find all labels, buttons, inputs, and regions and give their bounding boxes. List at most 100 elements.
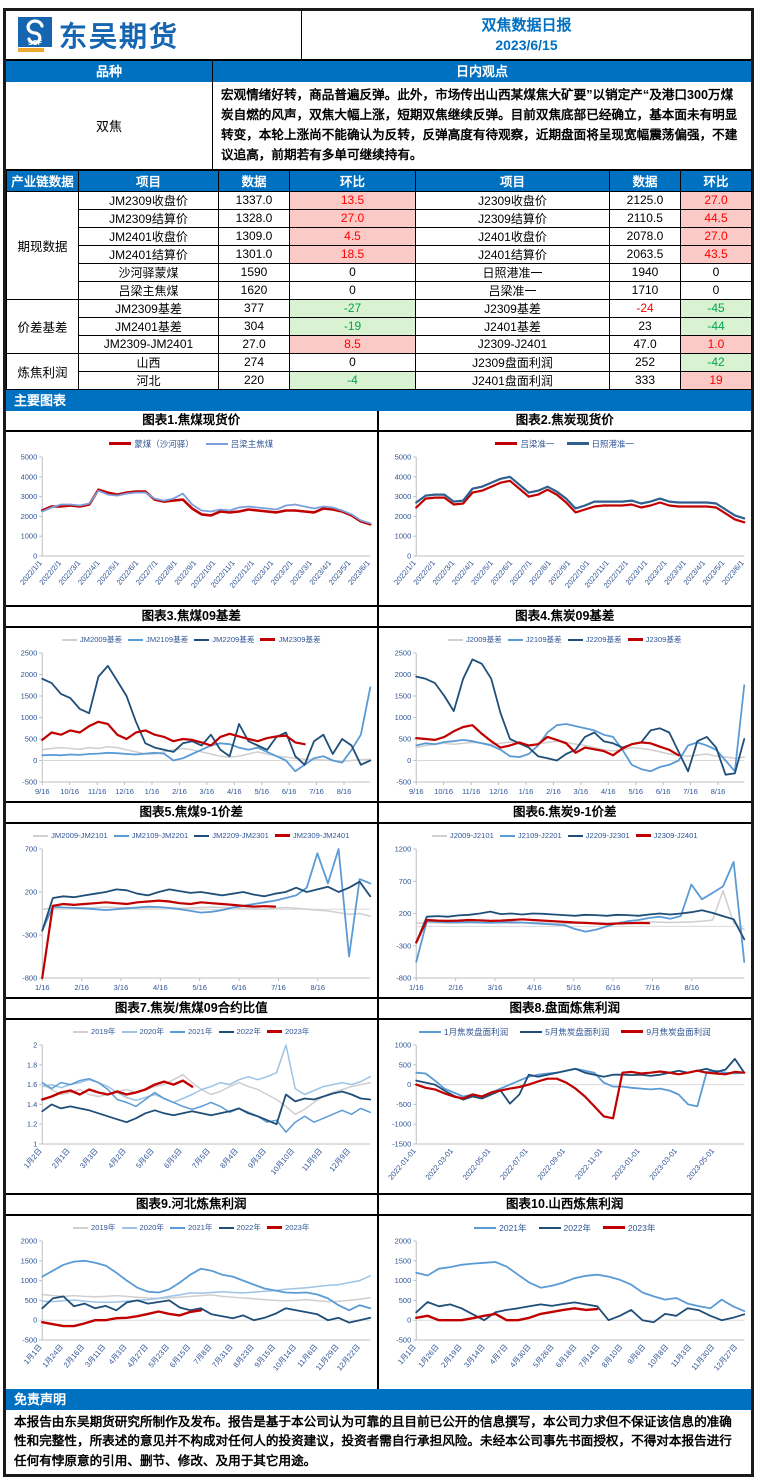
table-cell: 2063.5 <box>609 244 681 264</box>
svg-text:1月2日: 1月2日 <box>22 1146 44 1170</box>
table-cell: JM2309-JM2401 <box>78 334 219 354</box>
chart-body: 蒙煤（沙河驿） 吕梁主焦煤 0 1000 2000 3000 4000 5000 2022/1/… <box>6 432 377 605</box>
svg-text:1000: 1000 <box>394 1042 411 1050</box>
legend-item: J2309-J2401 <box>635 831 698 840</box>
charts-section-banner: 主要图表 <box>6 389 751 411</box>
legend-item: JM2209-JM2301 <box>194 831 269 840</box>
svg-text:5/16: 5/16 <box>566 983 581 992</box>
legend-swatch <box>61 638 77 641</box>
table-cell: 山西 <box>78 352 219 372</box>
chart-svg-wrap: -1500 -1000 -500 0 500 1000 2022-01-01 2022-03-… <box>379 1040 752 1193</box>
svg-text:500: 500 <box>25 734 38 743</box>
svg-text:12/16: 12/16 <box>489 787 508 796</box>
svg-text:1500: 1500 <box>21 1256 38 1265</box>
chart-svg-wrap: 1 1.2 1.4 1.6 1.8 2 1月2日 2月1日 3月3日 4月2日 5月6日 6月5日 7月… <box>6 1040 377 1193</box>
svg-text:11/16: 11/16 <box>462 787 480 796</box>
legend-label: 1月焦炭盘面利润 <box>443 1026 509 1037</box>
variety-column-header: 品种 <box>6 61 213 82</box>
legend-swatch <box>205 442 228 445</box>
svg-text:-1500: -1500 <box>392 1139 411 1148</box>
legend-item: 2023年 <box>267 1222 310 1233</box>
legend-swatch <box>218 1226 234 1229</box>
legend-label: 2020年 <box>139 1223 165 1233</box>
table-cell: 43.5 <box>680 244 752 264</box>
col-header-change-2: 环比 <box>680 169 752 192</box>
svg-text:6/16: 6/16 <box>282 787 297 796</box>
svg-text:4000: 4000 <box>21 472 38 481</box>
svg-text:8月23日: 8月23日 <box>231 1342 256 1369</box>
chart-legend: 蒙煤（沙河驿） 吕梁主焦煤 <box>6 434 377 454</box>
svg-text:11/16: 11/16 <box>88 787 106 796</box>
table-cell: 274 <box>218 352 290 372</box>
chart-title: 图表9.河北炼焦利润 <box>6 1195 377 1216</box>
svg-text:1000: 1000 <box>21 531 38 540</box>
legend-item: JM2309-JM2401 <box>274 831 349 840</box>
legend-label: 5月焦炭盘面利润 <box>545 1026 610 1037</box>
svg-text:4月27日: 4月27日 <box>125 1342 150 1369</box>
legend-swatch <box>627 638 643 642</box>
table-row: JM2401结算价 1301.0 18.5 J2401结算价 2063.5 43.5 <box>7 244 752 264</box>
chart-cell: 图表10.山西炼焦利润 2021年 2022年 2023年 -500 0 500 1000 15… <box>378 1195 752 1389</box>
svg-text:4/16: 4/16 <box>527 983 542 992</box>
table-cell: 1590 <box>218 262 290 282</box>
svg-text:0: 0 <box>407 756 411 765</box>
legend-item: 2022年 <box>538 1222 591 1234</box>
legend-label: J2209-J2301 <box>585 831 630 841</box>
legend-swatch <box>73 1226 88 1229</box>
table-cell: JM2309收盘价 <box>78 190 219 210</box>
svg-text:5/16: 5/16 <box>192 983 207 992</box>
legend-swatch <box>274 834 290 838</box>
report-sheet: SCF 东吴期货 双焦数据日报 2023/6/15 品种 日内观点 双焦 宏观情… <box>3 8 754 1477</box>
svg-text:2: 2 <box>33 1042 37 1050</box>
table-cell: 1309.0 <box>218 226 290 246</box>
table-cell: 1620 <box>218 280 290 300</box>
table-cell: 0 <box>289 262 416 282</box>
table-cell: -19 <box>289 316 416 336</box>
svg-text:2023-05-01: 2023-05-01 <box>684 1146 716 1181</box>
legend-item: 2019年 <box>73 1026 116 1037</box>
svg-text:3000: 3000 <box>21 492 38 501</box>
brand-name: 东吴期货 <box>59 21 180 52</box>
table-cell: J2309基差 <box>415 298 610 318</box>
svg-text:1000: 1000 <box>394 531 411 540</box>
svg-text:1500: 1500 <box>21 691 38 700</box>
section-label: 产业链数据 <box>6 169 79 192</box>
chart-svg-wrap: -500 0 500 1000 1500 2000 1月1日 1月26日 2月19日 3月14日 4… <box>379 1236 752 1389</box>
svg-text:4月2日: 4月2日 <box>106 1146 128 1170</box>
chart-legend: 2021年 2022年 2023年 <box>379 1218 752 1238</box>
svg-text:2022-11-01: 2022-11-01 <box>573 1146 604 1181</box>
legend-label: 2022年 <box>236 1027 262 1037</box>
legend-label: 日照港准一 <box>591 438 635 449</box>
table-cell: JM2309基差 <box>78 298 219 318</box>
chart-body: 2021年 2022年 2023年 -500 0 500 1000 1500 2000 1月1日 1… <box>379 1216 752 1389</box>
chart-svg-wrap: -800 -300 200 700 1200 1/16 2/16 3/16 4/16 5/16 6/… <box>379 844 752 997</box>
svg-text:2022-05-01: 2022-05-01 <box>460 1146 492 1181</box>
chart-plot: -500 0 500 1000 1500 2000 2500 9/16 10/16 11/16 12… <box>394 648 745 796</box>
svg-text:4000: 4000 <box>394 472 411 481</box>
legend-item: 2020年 <box>121 1026 164 1037</box>
svg-text:7月5日: 7月5日 <box>190 1146 212 1170</box>
legend-label: 2022年 <box>563 1222 591 1233</box>
chart-title: 图表4.焦炭09基差 <box>378 607 751 628</box>
svg-text:8月4日: 8月4日 <box>218 1146 240 1170</box>
chart-body: 吕梁准一 日照港准一 0 1000 2000 3000 4000 5000 2022/1/1 20… <box>379 432 752 605</box>
table-cell: 吕梁主焦煤 <box>78 280 219 300</box>
legend-item: 1月焦炭盘面利润 <box>418 1026 509 1038</box>
legend-label: 2019年 <box>91 1223 116 1233</box>
chart-plot: 0100020003000400050002022/1/12022/2/1202… <box>392 452 746 589</box>
chart-title: 图表8.盘面炼焦利润 <box>378 999 751 1020</box>
legend-label: 蒙煤（沙河驿） <box>134 438 194 449</box>
svg-text:1.8: 1.8 <box>27 1060 37 1069</box>
svg-text:2000: 2000 <box>394 670 411 679</box>
soochow-futures-logo-icon: SCF <box>18 17 52 53</box>
svg-text:-500: -500 <box>22 1335 37 1344</box>
table-cell: 220 <box>218 370 290 390</box>
legend-label: JM2209-JM2301 <box>212 831 269 841</box>
svg-text:10/16: 10/16 <box>434 787 453 796</box>
legend-swatch <box>520 1030 543 1033</box>
svg-text:700: 700 <box>25 846 38 854</box>
svg-text:6月18日: 6月18日 <box>553 1342 578 1369</box>
legend-swatch <box>170 1226 185 1229</box>
svg-text:6月15日: 6月15日 <box>168 1342 193 1369</box>
chart-title: 图表7.焦炭/焦煤09合约比值 <box>6 999 377 1020</box>
